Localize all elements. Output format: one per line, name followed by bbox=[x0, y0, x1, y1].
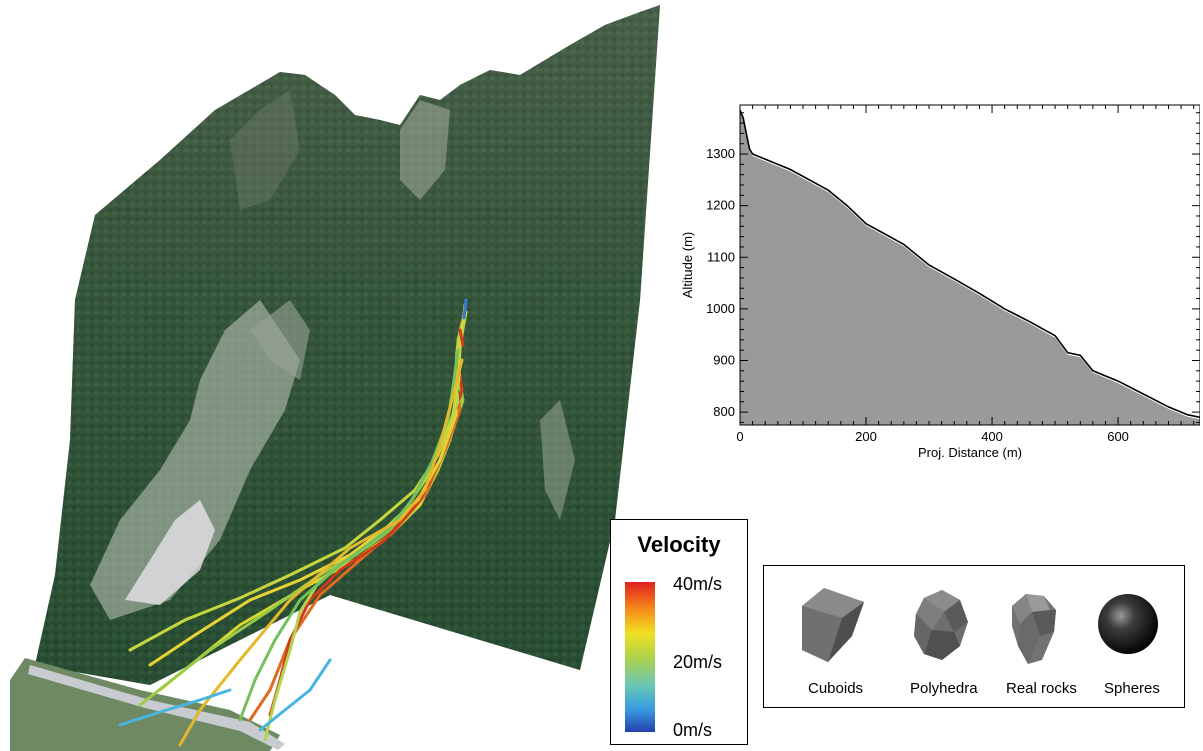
cuboid-icon bbox=[802, 588, 864, 662]
y-tick-label: 1000 bbox=[706, 301, 735, 316]
terrain-view bbox=[10, 5, 660, 751]
real-rock-icon bbox=[1012, 594, 1056, 664]
trajectories bbox=[118, 298, 468, 747]
real-rocks-label: Real rocks bbox=[1006, 680, 1077, 697]
profile-chart: 0 200 400 600 800 900 1000 1100 1200 1300 Proj. D… bbox=[680, 104, 1200, 460]
velocity-color-bar bbox=[625, 582, 655, 732]
y-tick-label: 1200 bbox=[706, 198, 735, 213]
y-axis-label: Altitude (m) bbox=[680, 232, 695, 298]
cuboids-label: Cuboids bbox=[808, 680, 864, 697]
polyhedron-icon bbox=[914, 590, 968, 660]
terrain-fill-area bbox=[740, 112, 1200, 425]
x-tick-label: 600 bbox=[1107, 429, 1129, 444]
spheres-label: Spheres bbox=[1104, 680, 1160, 697]
legend-title: Velocity bbox=[637, 532, 721, 557]
velocity-legend: Velocity 40m/s 20m/s 0m/s bbox=[610, 519, 748, 745]
y-tick-label: 800 bbox=[713, 404, 735, 419]
y-tick-label: 1300 bbox=[706, 146, 735, 161]
x-axis-label: Proj. Distance (m) bbox=[918, 445, 1022, 460]
rock-scree-area bbox=[90, 300, 300, 620]
x-tick-label: 0 bbox=[736, 429, 743, 444]
rock-shapes-panel: Cuboids Polyhedra Real rocks Spheres bbox=[763, 565, 1185, 708]
y-tick-label: 1100 bbox=[707, 249, 735, 264]
rock-shape-icons bbox=[802, 588, 1158, 664]
legend-label-max: 40m/s bbox=[673, 574, 723, 594]
legend-label-mid: 20m/s bbox=[673, 652, 723, 672]
x-tick-label: 400 bbox=[981, 429, 1003, 444]
sphere-icon bbox=[1098, 594, 1158, 654]
y-tick-label: 900 bbox=[713, 352, 735, 367]
plot-area bbox=[739, 104, 1200, 426]
polyhedra-label: Polyhedra bbox=[910, 680, 978, 697]
plot-frame bbox=[739, 104, 1200, 426]
profile-line bbox=[739, 109, 1200, 419]
legend-label-min: 0m/s bbox=[673, 720, 713, 740]
x-tick-label: 200 bbox=[855, 429, 877, 444]
